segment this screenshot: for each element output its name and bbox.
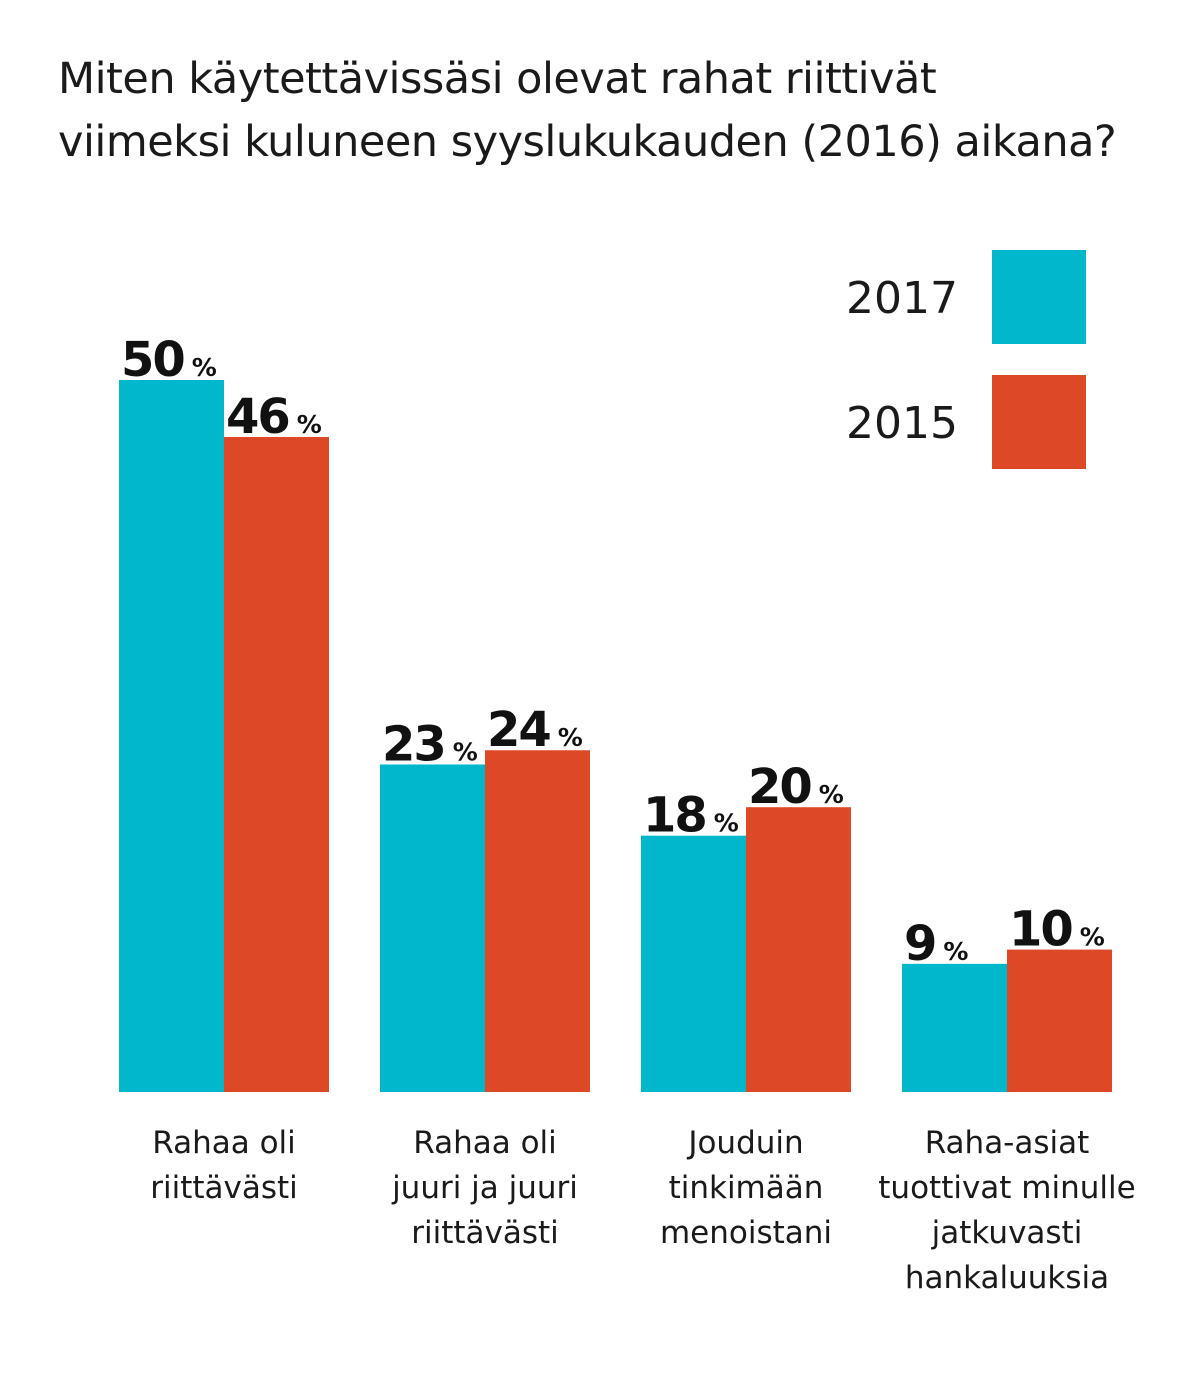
chart-title-line-1: Miten käytettävissäsi olevat rahat riitt… [58, 54, 937, 104]
bar-2015-cat-2 [485, 750, 590, 1092]
data-label-percent: % [1080, 923, 1105, 952]
data-label-percent: % [819, 780, 844, 809]
category-label-2-line-1: Rahaa oli [413, 1125, 557, 1161]
legend-swatch-2015 [992, 375, 1086, 469]
data-label-value: 50 [121, 332, 184, 388]
category-label-4-line-1: Raha-asiat [925, 1125, 1090, 1161]
category-label-1-line-1: Rahaa oli [152, 1125, 296, 1161]
category-label-3-line-1: Jouduin [686, 1125, 803, 1161]
category-label-3-line-2: tinkimään [669, 1170, 824, 1206]
value-labels-group: 50 %23 %18 %9 %46 %24 %20 %10% [121, 332, 1105, 972]
data-label-percent: % [192, 353, 217, 382]
category-labels-group: Rahaa oli riittävästi Rahaa oli juuri ja ju… [150, 1125, 1136, 1296]
legend-swatch-2017 [992, 250, 1086, 344]
data-label-2015-cat-2: 24% [487, 702, 583, 758]
chart-title: Miten käytettävissäsi olevat rahat riitt… [58, 48, 1178, 174]
bar-2017-cat-4 [902, 963, 1007, 1092]
data-label-2017-cat-2: 23% [382, 716, 478, 772]
category-label-1-line-2: riittävästi [150, 1170, 298, 1206]
bar-2015-cat-4 [1007, 949, 1112, 1092]
bar-2017-cat-1 [119, 380, 224, 1092]
data-label-percent: % [714, 809, 739, 838]
data-label-percent: % [558, 723, 583, 752]
data-label-value: 18 [643, 788, 706, 844]
data-label-percent: % [943, 937, 968, 966]
category-label-3-line-3: menoistani [660, 1215, 832, 1251]
category-label-2-line-3: riittävästi [411, 1215, 559, 1251]
bar-2015-cat-1 [224, 436, 329, 1093]
data-label-2017-cat-4: 9% [904, 916, 968, 972]
bar-2015-cat-3 [746, 807, 851, 1092]
data-label-2015-cat-3: 20% [748, 759, 844, 815]
data-label-percent: % [297, 410, 322, 439]
data-label-value: 9 [904, 916, 935, 972]
data-label-2017-cat-3: 18% [643, 788, 739, 844]
bars-group [119, 380, 1112, 1093]
legend-label-2017: 2017 [846, 273, 958, 324]
data-label-2015-cat-1: 46% [226, 389, 322, 445]
data-label-percent: % [453, 737, 478, 766]
data-label-value: 10 [1009, 902, 1072, 958]
data-label-value: 24 [487, 702, 550, 758]
data-label-value: 20 [748, 759, 811, 815]
data-label-2017-cat-1: 50% [121, 332, 217, 388]
category-label-4-line-3: jatkuvasti [931, 1215, 1083, 1251]
category-label-2-line-2: juuri ja juuri [391, 1170, 578, 1206]
data-label-value: 23 [382, 716, 445, 772]
chart-title-line-2: viimeksi kuluneen syyslukukauden (2016) … [58, 117, 1117, 167]
bar-2017-cat-2 [380, 764, 485, 1092]
data-label-value: 46 [226, 389, 289, 445]
data-label-2015-cat-4: 10% [1009, 902, 1105, 958]
category-label-4-line-2: tuottivat minulle [878, 1170, 1135, 1206]
category-label-4-line-4: hankaluuksia [905, 1260, 1109, 1296]
legend: 2017 2015 [846, 250, 1086, 469]
legend-label-2015: 2015 [846, 398, 958, 449]
bar-2017-cat-3 [641, 835, 746, 1092]
